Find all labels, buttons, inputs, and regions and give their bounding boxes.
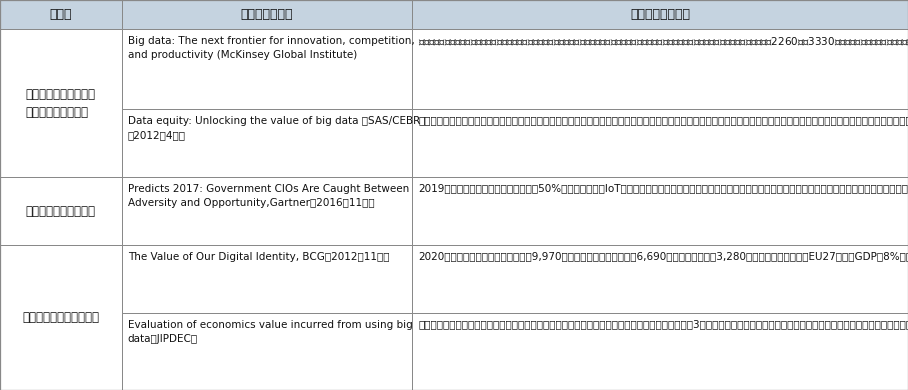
Text: ビッグデータの解析や
活用による経済効果: ビッグデータの解析や 活用による経済効果 xyxy=(25,88,96,119)
Bar xyxy=(122,313,412,390)
Text: 産業・業界を分析対象として、ビッグデータ活用による経済効果を計測。コスト削減効果及び生産性向上効果を設定し、例えば、ヘルスケア産業では、2260億$～3330億: 産業・業界を分析対象として、ビッグデータ活用による経済効果を計測。コスト削減効果… xyxy=(419,35,908,47)
Text: Big data: The next frontier for innovation, competition,
and productivity (McKin: Big data: The next frontier for innovati… xyxy=(128,36,414,60)
Text: 2020年になると、マクロ経済価値は9,970億ユーロ（内訳は消費者が6,690億ユーロ、企業が3,280億ユーロ）まで増加（EU27カ国のGDPの8%に相当）: 2020年になると、マクロ経済価値は9,970億ユーロ（内訳は消費者が6,690… xyxy=(419,251,908,261)
Bar xyxy=(122,0,412,29)
Bar xyxy=(412,177,908,245)
Text: 2019年までに、数百万人規模の都市の50%以上の市民が、IoTやソーシャルネットワークを通じて自らのデータ共有に応じ、データマーケットプレイスを通じて、全ての: 2019年までに、数百万人規模の都市の50%以上の市民が、IoTやソーシャルネッ… xyxy=(419,183,908,193)
Text: Evaluation of economics value incurred from using big
data（JIPDEC）: Evaluation of economics value incurred f… xyxy=(128,320,412,344)
Text: Predicts 2017: Government CIOs Are Caught Between
Adversity and Opportunity,Gart: Predicts 2017: Government CIOs Are Caugh… xyxy=(128,184,409,208)
Text: Data equity: Unlocking the value of big data 、SAS/CEBR
（2012年4月）: Data equity: Unlocking the value of big … xyxy=(128,116,419,140)
Text: The Value of Our Digital Identity, BCG（2012年11月）: The Value of Our Digital Identity, BCG（2… xyxy=(128,252,390,262)
Bar xyxy=(412,29,908,109)
Bar xyxy=(412,313,908,390)
Bar xyxy=(122,177,412,245)
Text: パーソナル情報等のビッグデータを「資産」として捉え、企業の付加価値に及ぼす効果について、3つの手法を用いて定量的に分析。生産関数アプローチによる推計では、、企業: パーソナル情報等のビッグデータを「資産」として捉え、企業の付加価値に及ぼす効果に… xyxy=(419,319,908,329)
Bar xyxy=(0,177,122,245)
Bar xyxy=(412,0,908,29)
Bar xyxy=(0,245,122,390)
Bar xyxy=(122,109,412,177)
Bar xyxy=(122,245,412,313)
Text: 英国における産業・業界を分析単位として、ビッグデータ解析技術が増加した場合の経済価値を算出。ビッグデータの解析技術によって付加価値が増加し、民間及び公共セクター: 英国における産業・業界を分析単位として、ビッグデータ解析技術が増加した場合の経済… xyxy=(419,115,908,125)
Bar xyxy=(122,29,412,109)
Text: 切り口: 切り口 xyxy=(50,8,72,21)
Bar xyxy=(0,29,122,177)
Text: オープンデータの活用: オープンデータの活用 xyxy=(25,205,96,218)
Text: タイトル・出典: タイトル・出典 xyxy=(241,8,293,21)
Text: パーソナルデータの活用: パーソナルデータの活用 xyxy=(23,311,99,324)
Bar xyxy=(0,0,122,29)
Text: 分析・評価の視点: 分析・評価の視点 xyxy=(630,8,690,21)
Bar xyxy=(412,245,908,313)
Bar xyxy=(412,109,908,177)
